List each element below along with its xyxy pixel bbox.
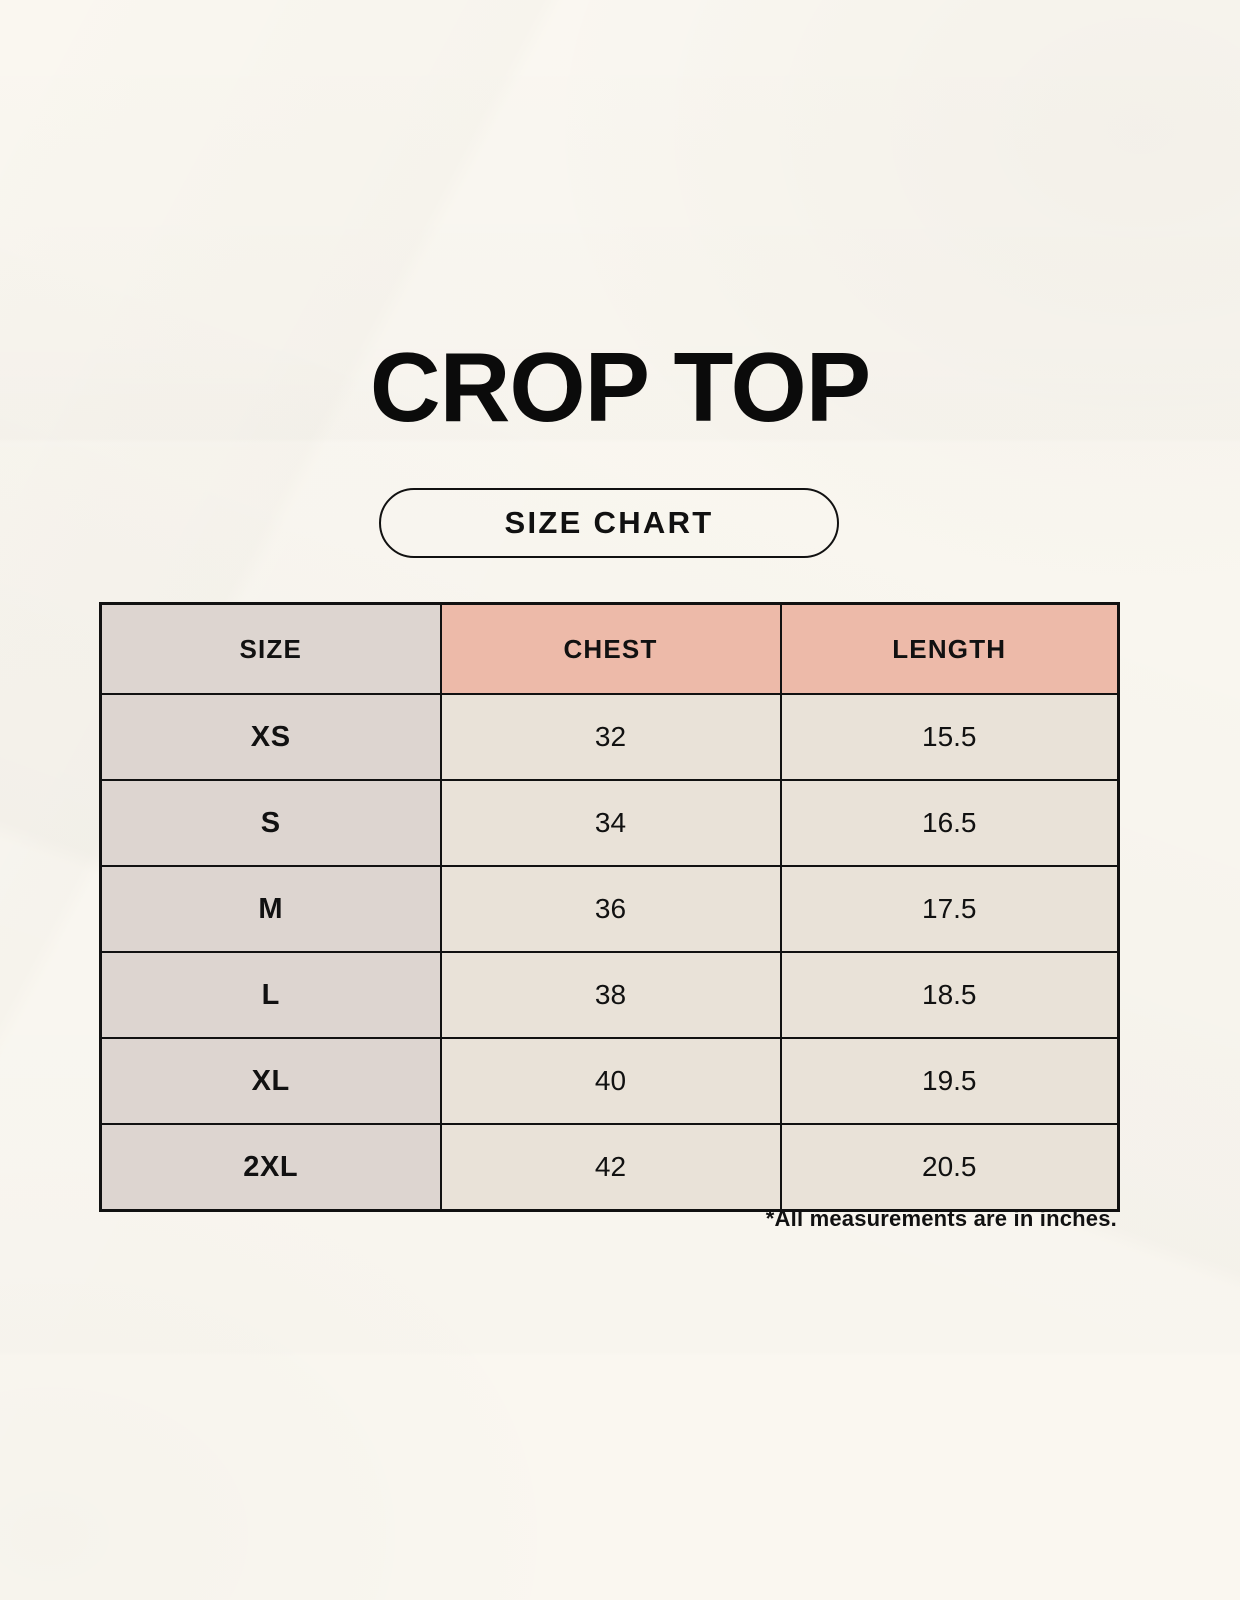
cell-chest: 42 [439,1123,782,1212]
cell-size: M [99,865,442,953]
size-chart-pill-label: SIZE CHART [504,505,714,540]
size-chart-pill: SIZE CHART [379,488,839,558]
cell-size: 2XL [99,1123,442,1212]
column-header-length: LENGTH [779,602,1120,695]
cell-chest: 34 [439,779,782,867]
cell-chest: 36 [439,865,782,953]
cell-length: 19.5 [779,1037,1120,1125]
cell-length: 17.5 [779,865,1120,953]
cell-length: 15.5 [779,693,1120,781]
cell-length: 16.5 [779,779,1120,867]
table-row: M 36 17.5 [99,865,1120,953]
cell-length: 20.5 [779,1123,1120,1212]
table-row: XL 40 19.5 [99,1037,1120,1125]
cell-size: S [99,779,442,867]
column-header-chest: CHEST [439,602,782,695]
table-row: 2XL 42 20.5 [99,1123,1120,1212]
table-row: XS 32 15.5 [99,693,1120,781]
cell-size: XS [99,693,442,781]
cell-chest: 38 [439,951,782,1039]
table-header-row: SIZE CHEST LENGTH [99,602,1120,695]
cell-size: L [99,951,442,1039]
cell-length: 18.5 [779,951,1120,1039]
column-header-size: SIZE [99,602,442,695]
page-title: CROP TOP [369,332,871,442]
table-row: S 34 16.5 [99,779,1120,867]
size-chart-table: SIZE CHEST LENGTH XS 32 15.5 S 34 16.5 M… [99,602,1120,1212]
table-header: SIZE CHEST LENGTH [99,602,1120,695]
cell-size: XL [99,1037,442,1125]
cell-chest: 40 [439,1037,782,1125]
table-row: L 38 18.5 [99,951,1120,1039]
measurement-footnote: *All measurements are in inches. [765,1206,1117,1231]
cell-chest: 32 [439,693,782,781]
table-body: XS 32 15.5 S 34 16.5 M 36 17.5 L 38 18.5… [99,693,1120,1212]
